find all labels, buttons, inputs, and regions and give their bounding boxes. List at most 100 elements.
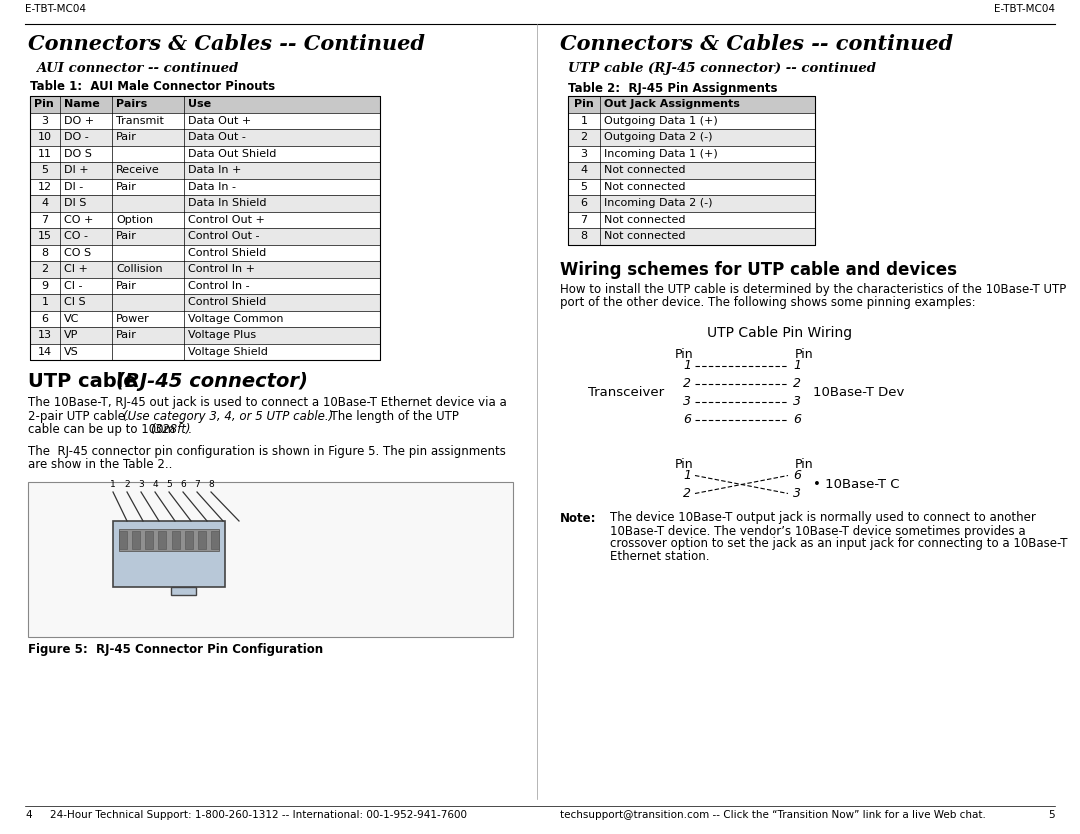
Text: CI -: CI - <box>64 281 82 291</box>
Text: Outgoing Data 2 (-): Outgoing Data 2 (-) <box>604 133 713 143</box>
Text: 3: 3 <box>41 116 49 126</box>
Text: 24-Hour Technical Support: 1-800-260-1312 -- International: 00-1-952-941-7600: 24-Hour Technical Support: 1-800-260-131… <box>50 810 467 820</box>
Text: Pairs: Pairs <box>116 99 147 109</box>
Bar <box>30 228 380 244</box>
Text: 1: 1 <box>110 480 116 489</box>
Text: CO S: CO S <box>64 248 91 258</box>
Text: Voltage Common: Voltage Common <box>188 314 283 324</box>
Text: Pair: Pair <box>116 133 137 143</box>
Text: The length of the UTP: The length of the UTP <box>323 409 459 423</box>
Bar <box>119 529 219 551</box>
Bar <box>30 195 380 212</box>
Text: 5: 5 <box>581 182 588 192</box>
Text: AUI connector -- continued: AUI connector -- continued <box>36 62 239 75</box>
Text: 1: 1 <box>683 359 691 372</box>
Text: are show in the Table 2..: are show in the Table 2.. <box>28 458 173 471</box>
Text: 2: 2 <box>793 377 801 390</box>
Bar <box>198 531 206 549</box>
Text: .: . <box>188 423 192 436</box>
Text: cable can be up to 100m: cable can be up to 100m <box>28 423 179 436</box>
Text: 5: 5 <box>166 480 172 489</box>
Bar <box>132 531 140 549</box>
Bar <box>568 228 815 244</box>
Text: 3: 3 <box>138 480 144 489</box>
Text: Note:: Note: <box>561 511 596 525</box>
Text: Pin: Pin <box>795 348 813 360</box>
Bar <box>119 531 127 549</box>
Text: (Use category 3, 4, or 5 UTP cable.): (Use category 3, 4, or 5 UTP cable.) <box>123 409 334 423</box>
Bar <box>172 531 179 549</box>
Text: CO +: CO + <box>64 214 93 224</box>
Text: Transmit: Transmit <box>116 116 164 126</box>
Text: crossover option to set the jack as an input jack for connecting to a 10Base-T: crossover option to set the jack as an i… <box>610 537 1067 550</box>
Text: Data In +: Data In + <box>188 165 241 175</box>
Text: Incoming Data 1 (+): Incoming Data 1 (+) <box>604 148 718 158</box>
Text: 11: 11 <box>38 148 52 158</box>
Text: Incoming Data 2 (-): Incoming Data 2 (-) <box>604 198 713 208</box>
Text: Table 2:  RJ-45 Pin Assignments: Table 2: RJ-45 Pin Assignments <box>568 82 778 95</box>
Text: CO -: CO - <box>64 231 87 241</box>
Text: 6: 6 <box>581 198 588 208</box>
Text: Data Out +: Data Out + <box>188 116 252 126</box>
Text: DI -: DI - <box>64 182 83 192</box>
Text: Pair: Pair <box>116 231 137 241</box>
Text: Transceiver: Transceiver <box>588 386 664 399</box>
Text: Not connected: Not connected <box>604 214 686 224</box>
Bar <box>568 162 815 178</box>
Bar <box>30 327 380 344</box>
Text: 15: 15 <box>38 231 52 241</box>
Text: Receive: Receive <box>116 165 160 175</box>
Bar <box>185 531 192 549</box>
Text: Control In +: Control In + <box>188 264 255 274</box>
Bar <box>113 521 225 587</box>
Text: 2-pair UTP cable.: 2-pair UTP cable. <box>28 409 133 423</box>
Text: VP: VP <box>64 330 79 340</box>
Text: Outgoing Data 1 (+): Outgoing Data 1 (+) <box>604 116 718 126</box>
Text: port of the other device. The following shows some pinning examples:: port of the other device. The following … <box>561 296 975 309</box>
Text: 9: 9 <box>41 281 49 291</box>
Text: 3: 3 <box>683 395 691 408</box>
Text: Connectors & Cables -- continued: Connectors & Cables -- continued <box>561 34 954 54</box>
Text: Figure 5:  RJ-45 Connector Pin Configuration: Figure 5: RJ-45 Connector Pin Configurat… <box>28 642 323 656</box>
Text: Power: Power <box>116 314 150 324</box>
Text: The  RJ-45 connector pin configuration is shown in Figure 5. The pin assignments: The RJ-45 connector pin configuration is… <box>28 445 505 458</box>
Text: 3: 3 <box>581 148 588 158</box>
Bar <box>568 178 815 195</box>
Bar <box>568 195 815 212</box>
Bar <box>568 129 815 145</box>
Text: Connectors & Cables -- Continued: Connectors & Cables -- Continued <box>28 34 426 54</box>
Text: 6: 6 <box>683 413 691 426</box>
Bar <box>568 96 815 113</box>
Text: 4: 4 <box>580 165 588 175</box>
Text: 8: 8 <box>580 231 588 241</box>
Text: DO -: DO - <box>64 133 89 143</box>
Text: Pair: Pair <box>116 182 137 192</box>
Text: 6: 6 <box>180 480 186 489</box>
Text: 4: 4 <box>41 198 49 208</box>
Text: Out Jack Assignments: Out Jack Assignments <box>604 99 740 109</box>
Text: Wiring schemes for UTP cable and devices: Wiring schemes for UTP cable and devices <box>561 260 957 279</box>
Text: 14: 14 <box>38 347 52 357</box>
Text: 2: 2 <box>41 264 49 274</box>
Text: CI +: CI + <box>64 264 87 274</box>
Text: Not connected: Not connected <box>604 182 686 192</box>
Bar <box>211 531 219 549</box>
Text: 6: 6 <box>793 469 801 482</box>
Text: 4: 4 <box>152 480 158 489</box>
Text: 4: 4 <box>25 810 31 820</box>
Text: (RJ-45 connector): (RJ-45 connector) <box>116 372 308 391</box>
Text: 1: 1 <box>581 116 588 126</box>
Text: Data In Shield: Data In Shield <box>188 198 267 208</box>
Text: Not connected: Not connected <box>604 231 686 241</box>
Text: E-TBT-MC04: E-TBT-MC04 <box>25 4 86 14</box>
Text: Control In -: Control In - <box>188 281 249 291</box>
Text: Pair: Pair <box>116 330 137 340</box>
Text: 1: 1 <box>683 469 691 482</box>
Bar <box>30 344 380 360</box>
Text: 13: 13 <box>38 330 52 340</box>
Text: DO +: DO + <box>64 116 94 126</box>
Text: Pin: Pin <box>675 458 693 470</box>
Text: 8: 8 <box>208 480 214 489</box>
Bar <box>30 178 380 195</box>
Text: 1: 1 <box>793 359 801 372</box>
